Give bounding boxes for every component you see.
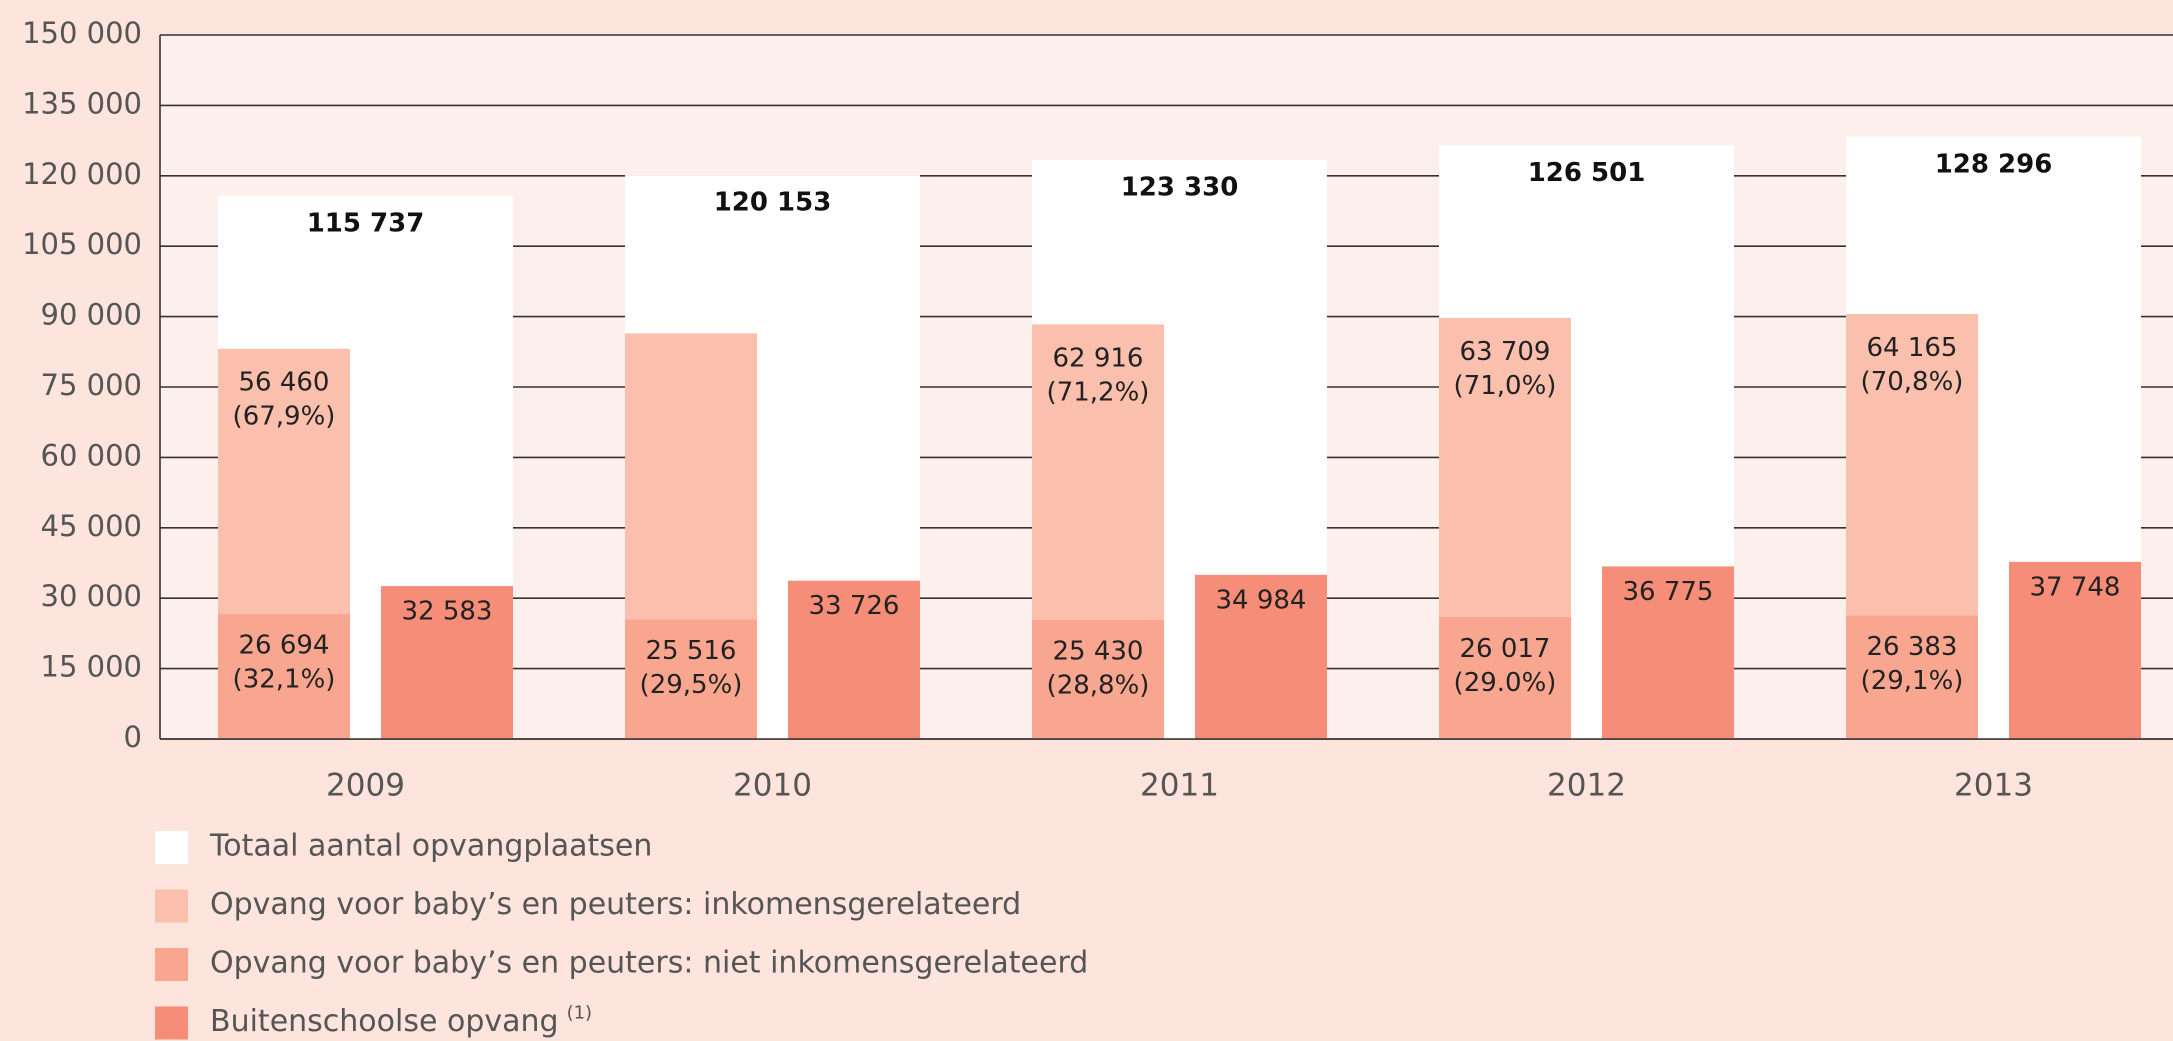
legend-label: Buitenschoolse opvang (1) — [210, 1003, 592, 1040]
x-tick-label: 2010 — [733, 768, 812, 804]
segment-bar — [1846, 615, 1978, 739]
y-tick-label: 150 000 — [22, 16, 142, 50]
label-line: 25 430 — [1053, 636, 1144, 666]
label-line: (67,9%) — [233, 401, 336, 431]
bso-label: 36 775 — [1623, 577, 1714, 607]
segment-bar — [1032, 619, 1164, 739]
bso-label: 37 748 — [2030, 572, 2121, 602]
legend-swatch — [155, 1006, 188, 1040]
segment-bar — [1439, 317, 1571, 617]
label-line: 26 017 — [1460, 633, 1551, 663]
segment-label: 25 430 (28,8%) — [1047, 636, 1150, 700]
total-label: 115 737 — [307, 208, 425, 238]
label-line: (29.0%) — [1454, 667, 1557, 697]
bso-bar — [788, 580, 920, 739]
label-line: 26 383 — [1867, 632, 1958, 662]
legend-swatch — [155, 889, 188, 923]
y-tick-label: 45 000 — [41, 509, 142, 543]
label-line: (29,1%) — [1861, 666, 1964, 696]
segment-label: 26 383 (29,1%) — [1861, 632, 1964, 696]
legend-label: Opvang voor baby’s en peuters: niet inko… — [210, 946, 1088, 981]
bso-label: 34 984 — [1216, 585, 1307, 615]
bso-bar — [1602, 566, 1734, 739]
segment-label: 62 916 (71,2%) — [1047, 343, 1150, 407]
segment-bar — [1846, 314, 1978, 616]
bso-bar — [1195, 574, 1327, 739]
y-tick-label: 120 000 — [22, 157, 142, 191]
bso-bar — [381, 586, 513, 739]
y-tick-label: 90 000 — [41, 298, 142, 332]
segment-label: 26 694 (32,1%) — [233, 630, 336, 694]
total-label: 128 296 — [1935, 149, 2053, 179]
segment-bar — [218, 348, 350, 614]
label-line: 26 694 — [239, 630, 330, 660]
segment-bar — [218, 613, 350, 739]
segment-label: 56 460 (67,9%) — [233, 367, 336, 431]
y-tick-label: 75 000 — [41, 368, 142, 402]
label-line: (32,1%) — [233, 664, 336, 694]
label-line: (29,5%) — [640, 670, 743, 700]
label-line: 64 165 — [1867, 333, 1958, 363]
bso-label: 32 583 — [402, 597, 493, 627]
label-line: 56 460 — [239, 367, 330, 397]
segment-label: 63 709 (71,0%) — [1454, 336, 1557, 400]
legend-swatch — [155, 948, 188, 981]
y-tick-label: 135 000 — [22, 86, 142, 120]
x-tick-label: 2011 — [1140, 768, 1219, 804]
y-tick-label: 60 000 — [41, 438, 142, 472]
legend-swatch — [155, 831, 188, 864]
y-tick-label: 105 000 — [22, 227, 142, 261]
segment-bar — [1032, 324, 1164, 620]
segment-label: 26 017 (29.0%) — [1454, 633, 1557, 697]
segment-bar — [625, 333, 757, 620]
bso-bar — [2009, 561, 2141, 739]
x-tick-label: 2009 — [326, 768, 405, 804]
segment-bar — [625, 619, 757, 739]
legend-note: (1) — [567, 1003, 593, 1024]
label-line: (71,0%) — [1454, 370, 1557, 400]
label-line: (71,2%) — [1047, 377, 1150, 407]
segment-label: 64 165 (70,8%) — [1861, 333, 1964, 397]
legend-label: Opvang voor baby’s en peuters: inkomensg… — [210, 887, 1021, 922]
y-tick-label: 15 000 — [41, 650, 142, 684]
segment-label: 25 516 (29,5%) — [640, 636, 743, 700]
label-line: 62 916 — [1053, 343, 1144, 373]
segment-bar — [1439, 616, 1571, 739]
y-tick-label: 0 — [124, 720, 142, 754]
label-line: (28,8%) — [1047, 670, 1150, 700]
label-line: (70,8%) — [1861, 367, 1964, 397]
bso-label: 33 726 — [809, 591, 900, 621]
y-tick-label: 30 000 — [41, 579, 142, 613]
x-tick-label: 2013 — [1954, 768, 2033, 804]
x-tick-label: 2012 — [1547, 768, 1626, 804]
label-line: 63 709 — [1460, 336, 1551, 366]
total-label: 123 330 — [1121, 173, 1239, 203]
legend-label: Totaal aantal opvangplaatsen — [209, 829, 652, 864]
label-line: 25 516 — [646, 636, 737, 666]
total-label: 120 153 — [714, 188, 832, 218]
total-label: 126 501 — [1528, 158, 1646, 188]
